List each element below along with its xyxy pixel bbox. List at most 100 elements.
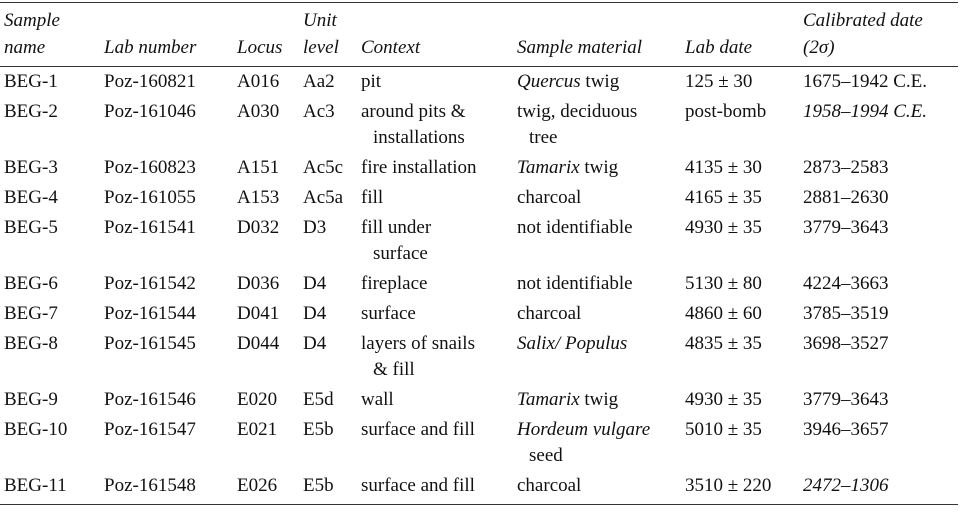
lab-number-text: Poz-160821 [104, 71, 196, 92]
table-row: BEG-6 Poz-161542 D036 D4 fireplace not identi… [0, 269, 958, 299]
material-run: charcoal [517, 187, 582, 208]
header-line: Lab date [685, 37, 753, 58]
table-row: BEG-7 Poz-161544 D041 D4 surface charcoal 4860… [0, 299, 958, 329]
lab-date-text: 3510 ± 220 [685, 475, 772, 496]
header-line: Sample [4, 10, 60, 31]
material-run: twig [585, 71, 620, 92]
unit-level-text: Aa2 [303, 71, 335, 92]
sample-material: Tamarix twig [517, 385, 685, 415]
lab-date: 5010 ± 35 [685, 415, 803, 471]
sample-name-text: BEG-3 [4, 157, 58, 178]
lab-date: post-bomb [685, 97, 803, 153]
table-body: BEG-1 Poz-160821 A016 Aa2 pit Quercus twig 125… [0, 67, 958, 505]
locus-text: D044 [237, 333, 280, 354]
context: wall [361, 385, 517, 415]
unit-level-text: Ac3 [303, 101, 335, 122]
lab-date-text: 4165 ± 35 [685, 187, 762, 208]
table-row: BEG-11 Poz-161548 E026 E5b surface and fill c… [0, 471, 958, 505]
context: surface [361, 299, 517, 329]
context: fill under surface [361, 213, 517, 269]
unit-level: Aa2 [303, 67, 361, 98]
calibrated-date: 3946–3657 [803, 415, 958, 471]
lab-date-text: 4930 ± 35 [685, 389, 762, 410]
lab-date: 125 ± 30 [685, 67, 803, 98]
calibrated-date: 1958–1994 C.E. [803, 97, 958, 153]
unit-level: Ac3 [303, 97, 361, 153]
lab-date-text: post-bomb [685, 101, 767, 122]
sample-name: BEG-4 [0, 183, 104, 213]
locus: D044 [237, 329, 303, 385]
lab-date: 4930 ± 35 [685, 213, 803, 269]
lab-date-text: 125 ± 30 [685, 71, 753, 92]
unit-level-text: Ac5a [303, 187, 344, 208]
context-line: fill [361, 187, 384, 208]
unit-level-text: E5d [303, 389, 334, 410]
sample-name: BEG-2 [0, 97, 104, 153]
context: fill [361, 183, 517, 213]
material-run: not identifiable [517, 273, 633, 294]
locus: E020 [237, 385, 303, 415]
material-run: Tamarix [517, 389, 580, 410]
sample-material: twig, deciduous tree [517, 97, 685, 153]
material-line: charcoal [517, 473, 685, 499]
locus: D036 [237, 269, 303, 299]
material-line: Quercus twig [517, 69, 685, 95]
material-line: not identifiable [517, 271, 685, 297]
material-run: Salix/ Populus [517, 333, 628, 354]
material-line: Salix/ Populus [517, 331, 685, 357]
calibrated-date: 2472–1306 [803, 471, 958, 505]
lab-number-text: Poz-160823 [104, 157, 196, 178]
lab-number-text: Poz-161046 [104, 101, 196, 122]
unit-level-text: D4 [303, 303, 327, 324]
unit-level-text: D4 [303, 273, 327, 294]
lab-date: 4930 ± 35 [685, 385, 803, 415]
sample-material: Hordeum vulgare seed [517, 415, 685, 471]
calibrated-date-text: 3946–3657 [803, 419, 889, 440]
context: surface and fill [361, 471, 517, 505]
header-line: level [303, 37, 339, 58]
column-header: Lab date [685, 2, 803, 67]
context-line: wall [361, 389, 394, 410]
sample-name-text: BEG-1 [4, 71, 58, 92]
lab-date: 3510 ± 220 [685, 471, 803, 505]
calibrated-date-text: 3785–3519 [803, 303, 889, 324]
context-line: & fill [373, 359, 415, 380]
sample-name: BEG-11 [0, 471, 104, 505]
lab-number-text: Poz-161055 [104, 187, 196, 208]
header-line: Context [361, 37, 421, 58]
sample-name-text: BEG-6 [4, 273, 58, 294]
lab-number: Poz-161545 [104, 329, 237, 385]
sample-material: not identifiable [517, 213, 685, 269]
calibrated-date: 3785–3519 [803, 299, 958, 329]
locus: D032 [237, 213, 303, 269]
table-row: BEG-4 Poz-161055 A153 Ac5a fill charcoal 4165 … [0, 183, 958, 213]
column-header: Locus [237, 2, 303, 67]
lab-date-text: 4135 ± 30 [685, 157, 762, 178]
table-row: BEG-3 Poz-160823 A151 Ac5c fire installation… [0, 153, 958, 183]
context-line: pit [361, 71, 382, 92]
table-row: BEG-10 Poz-161547 E021 E5b surface and fill H… [0, 415, 958, 471]
lab-number: Poz-161544 [104, 299, 237, 329]
context-line: surface and fill [361, 475, 475, 496]
header-line: Locus [237, 37, 283, 58]
context: pit [361, 67, 517, 98]
calibrated-date-text: 1958–1994 C.E. [803, 101, 928, 122]
table-row: BEG-9 Poz-161546 E020 E5d wall Tamarix twig 49… [0, 385, 958, 415]
calibrated-date-text: 2472–1306 [803, 475, 889, 496]
material-run: charcoal [517, 475, 582, 496]
unit-level-text: E5b [303, 419, 334, 440]
header-row: Sample name Lab number Locus Unit level Contex… [0, 2, 958, 67]
context-line: surface [361, 303, 416, 324]
locus-text: A151 [237, 157, 280, 178]
lab-number: Poz-161542 [104, 269, 237, 299]
calibrated-date: 2881–2630 [803, 183, 958, 213]
table-row: BEG-2 Poz-161046 A030 Ac3 around pits & insta… [0, 97, 958, 153]
material-line: charcoal [517, 301, 685, 327]
material-line: Tamarix twig [517, 387, 685, 413]
lab-number-text: Poz-161546 [104, 389, 196, 410]
table-row: BEG-1 Poz-160821 A016 Aa2 pit Quercus twig 125… [0, 67, 958, 98]
lab-number: Poz-161548 [104, 471, 237, 505]
sample-name: BEG-5 [0, 213, 104, 269]
material-line: seed [517, 443, 685, 469]
calibrated-date-text: 3698–3527 [803, 333, 889, 354]
